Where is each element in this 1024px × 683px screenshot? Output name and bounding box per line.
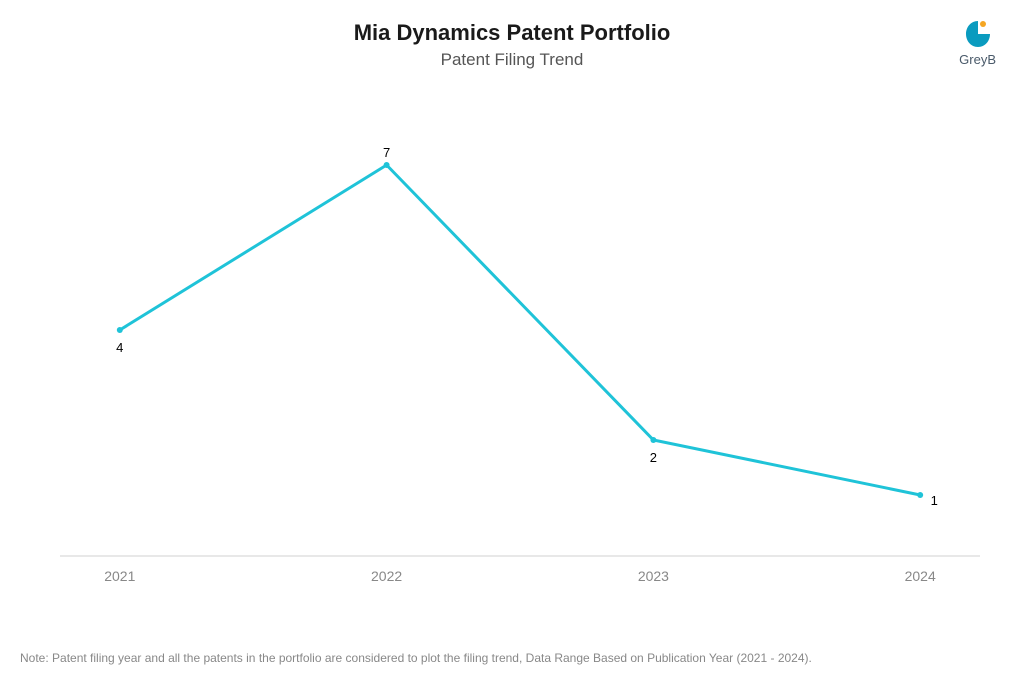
data-label: 7 [383,145,390,160]
chart-plot-area: 2021 2022 2023 2024 4 7 2 1 [60,90,980,590]
series-line [120,165,920,495]
series-point [384,162,390,168]
chart-title: Mia Dynamics Patent Portfolio [0,20,1024,46]
data-label: 1 [931,493,938,508]
data-label: 4 [116,340,123,355]
series-point [917,492,923,498]
x-axis-label: 2022 [371,568,402,584]
brand-logo-icon [962,18,994,50]
series-point [650,437,656,443]
chart-svg [60,90,980,590]
chart-footnote: Note: Patent filing year and all the pat… [20,651,812,665]
brand-logo: GreyB [959,18,996,67]
data-label: 2 [650,450,657,465]
brand-logo-text: GreyB [959,52,996,67]
series-point [117,327,123,333]
x-axis-label: 2023 [638,568,669,584]
x-axis-label: 2024 [905,568,936,584]
chart-container: Mia Dynamics Patent Portfolio Patent Fil… [0,0,1024,683]
chart-subtitle: Patent Filing Trend [0,50,1024,70]
x-axis-label: 2021 [104,568,135,584]
